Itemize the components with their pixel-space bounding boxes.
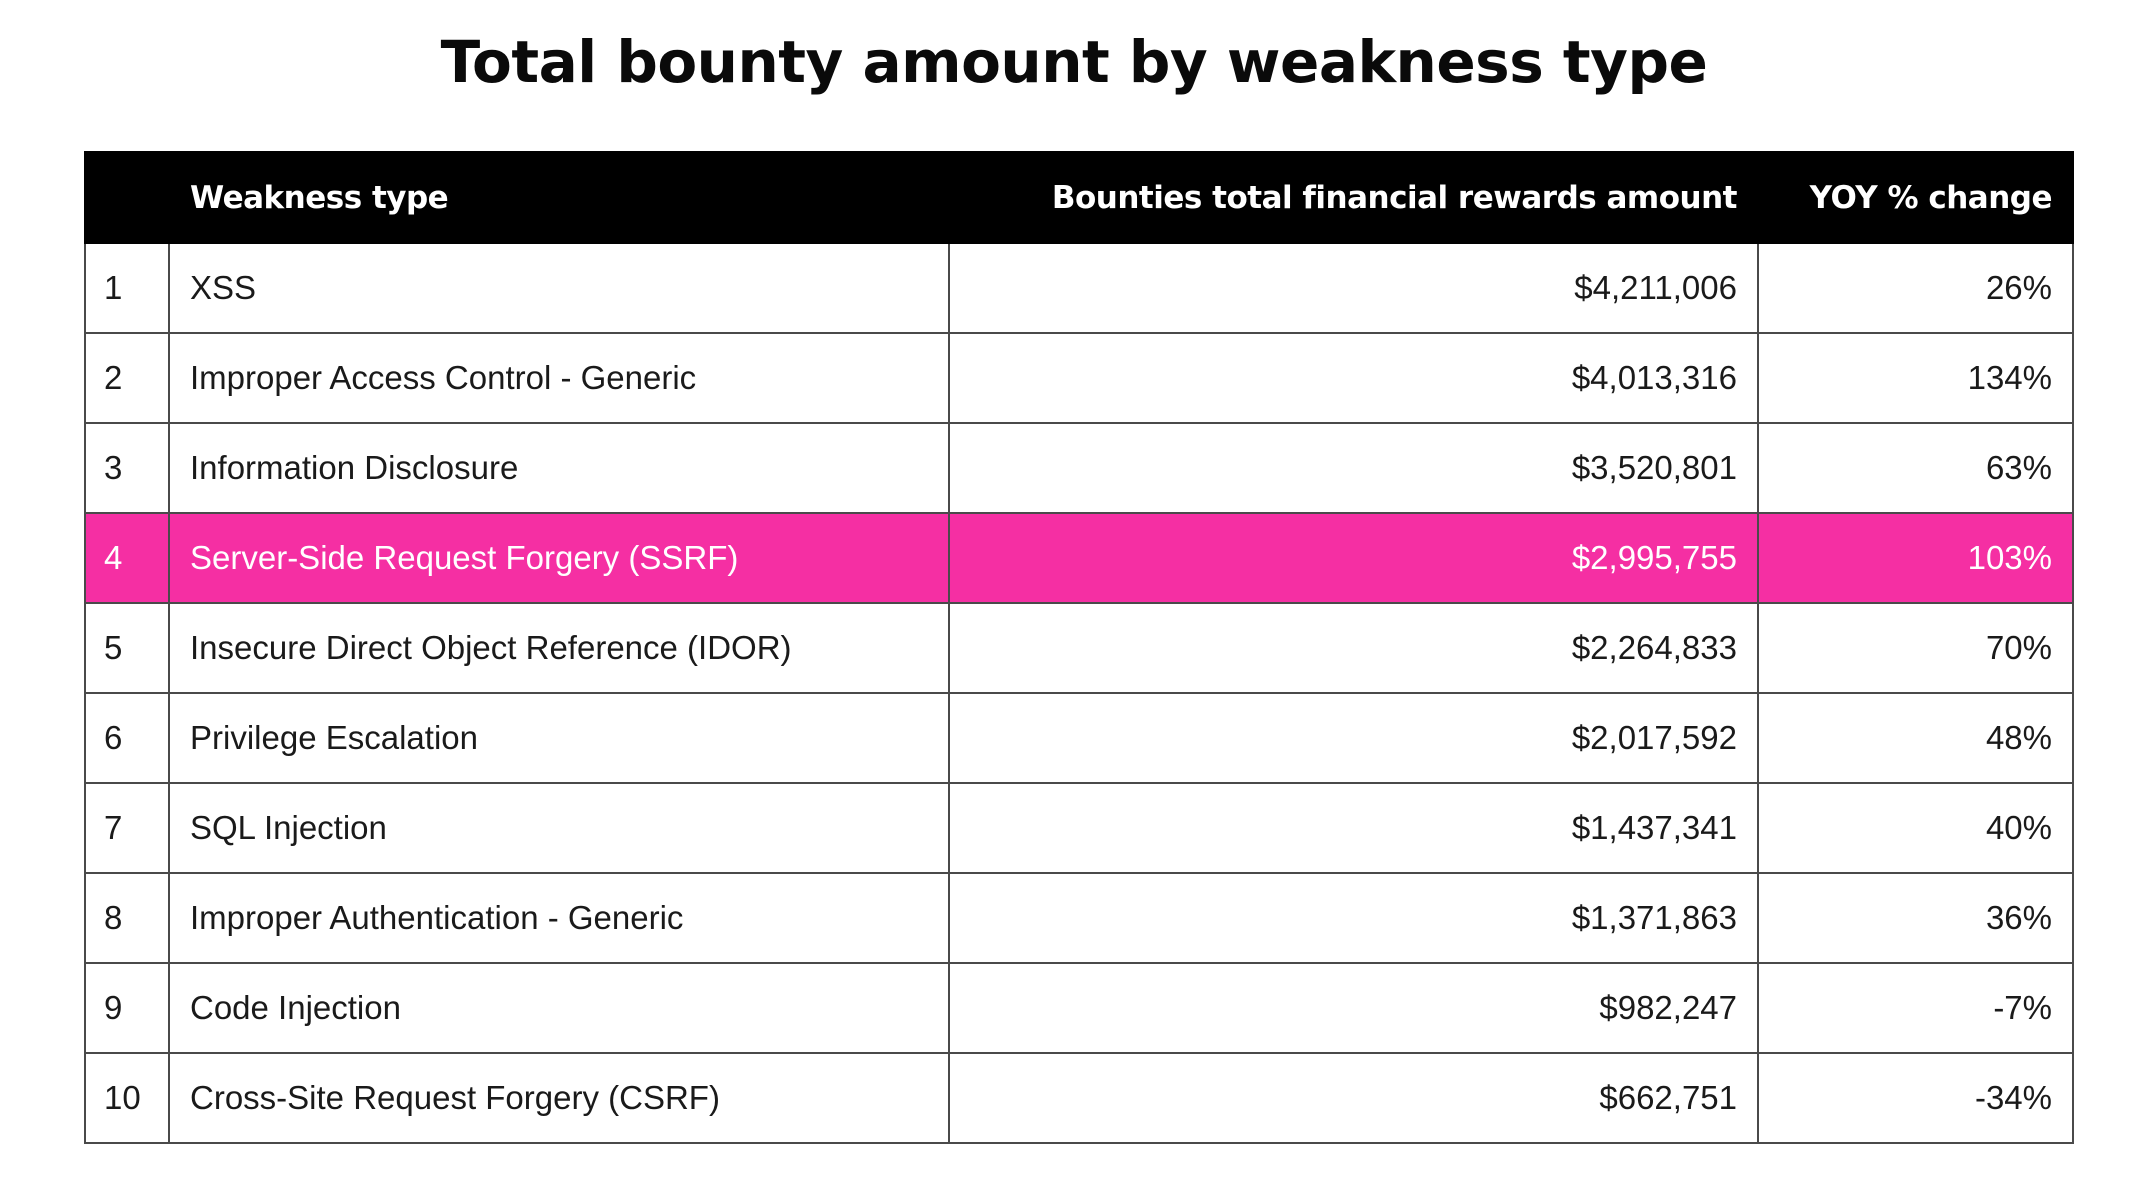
rewards-amount-cell: $2,995,755 bbox=[948, 512, 1759, 604]
rewards-amount-cell: $1,371,863 bbox=[948, 872, 1759, 964]
rewards-amount-cell: $3,520,801 bbox=[948, 422, 1759, 514]
table-row: 1 XSS $4,211,006 26% bbox=[84, 242, 2074, 334]
table-row: 5 Insecure Direct Object Reference (IDOR)… bbox=[84, 602, 2074, 694]
rank-cell: 6 bbox=[84, 692, 170, 784]
chart-title: Total bounty amount by weakness type bbox=[440, 28, 1708, 96]
rewards-amount-cell: $1,437,341 bbox=[948, 782, 1759, 874]
table-row: 7 SQL Injection $1,437,341 40% bbox=[84, 782, 2074, 874]
yoy-change-cell: 26% bbox=[1757, 242, 2074, 334]
rank-cell: 7 bbox=[84, 782, 170, 874]
rewards-amount-cell: $2,017,592 bbox=[948, 692, 1759, 784]
weakness-type-cell: SQL Injection bbox=[168, 782, 950, 874]
weakness-type-cell: Information Disclosure bbox=[168, 422, 950, 514]
column-header-rewards-amount: Bounties total financial rewards amount bbox=[948, 151, 1759, 244]
yoy-change-cell: 36% bbox=[1757, 872, 2074, 964]
rank-cell: 9 bbox=[84, 962, 170, 1054]
header-row: Weakness type Bounties total financial r… bbox=[84, 151, 2074, 244]
table-header: Weakness type Bounties total financial r… bbox=[84, 151, 2074, 244]
weakness-type-cell: Insecure Direct Object Reference (IDOR) bbox=[168, 602, 950, 694]
yoy-change-cell: -7% bbox=[1757, 962, 2074, 1054]
rewards-amount-cell: $4,013,316 bbox=[948, 332, 1759, 424]
rank-cell: 10 bbox=[84, 1052, 170, 1144]
weakness-type-cell: XSS bbox=[168, 242, 950, 334]
rewards-amount-cell: $982,247 bbox=[948, 962, 1759, 1054]
yoy-change-cell: 40% bbox=[1757, 782, 2074, 874]
rank-cell: 3 bbox=[84, 422, 170, 514]
table-row: 10 Cross-Site Request Forgery (CSRF) $662,… bbox=[84, 1052, 2074, 1144]
weakness-type-cell: Privilege Escalation bbox=[168, 692, 950, 784]
rank-cell: 1 bbox=[84, 242, 170, 334]
rank-cell: 8 bbox=[84, 872, 170, 964]
weakness-type-cell: Improper Access Control - Generic bbox=[168, 332, 950, 424]
weakness-type-cell: Code Injection bbox=[168, 962, 950, 1054]
yoy-change-cell: 63% bbox=[1757, 422, 2074, 514]
table-row-highlighted: 4 Server-Side Request Forgery (SSRF) $2,99… bbox=[84, 512, 2074, 604]
weakness-type-cell: Cross-Site Request Forgery (CSRF) bbox=[168, 1052, 950, 1144]
column-header-yoy-change: YOY % change bbox=[1757, 151, 2074, 244]
yoy-change-cell: 70% bbox=[1757, 602, 2074, 694]
table-row: 6 Privilege Escalation $2,017,592 48% bbox=[84, 692, 2074, 784]
rewards-amount-cell: $662,751 bbox=[948, 1052, 1759, 1144]
rewards-amount-cell: $4,211,006 bbox=[948, 242, 1759, 334]
weakness-type-cell: Server-Side Request Forgery (SSRF) bbox=[168, 512, 950, 604]
table-body: 1 XSS $4,211,006 26% 2 Improper Access Contro… bbox=[84, 242, 2074, 1144]
column-header-weakness-type: Weakness type bbox=[168, 151, 950, 244]
yoy-change-cell: -34% bbox=[1757, 1052, 2074, 1144]
table-row: 8 Improper Authentication - Generic $1,371… bbox=[84, 872, 2074, 964]
rank-cell: 5 bbox=[84, 602, 170, 694]
bounty-table: Weakness type Bounties total financial r… bbox=[84, 151, 2074, 1144]
yoy-change-cell: 48% bbox=[1757, 692, 2074, 784]
rank-cell: 2 bbox=[84, 332, 170, 424]
yoy-change-cell: 103% bbox=[1757, 512, 2074, 604]
rank-cell: 4 bbox=[84, 512, 170, 604]
rewards-amount-cell: $2,264,833 bbox=[948, 602, 1759, 694]
weakness-type-cell: Improper Authentication - Generic bbox=[168, 872, 950, 964]
table-row: 2 Improper Access Control - Generic $4,013… bbox=[84, 332, 2074, 424]
table-row: 9 Code Injection $982,247 -7% bbox=[84, 962, 2074, 1054]
yoy-change-cell: 134% bbox=[1757, 332, 2074, 424]
column-header-rank bbox=[84, 151, 170, 244]
table-row: 3 Information Disclosure $3,520,801 63% bbox=[84, 422, 2074, 514]
